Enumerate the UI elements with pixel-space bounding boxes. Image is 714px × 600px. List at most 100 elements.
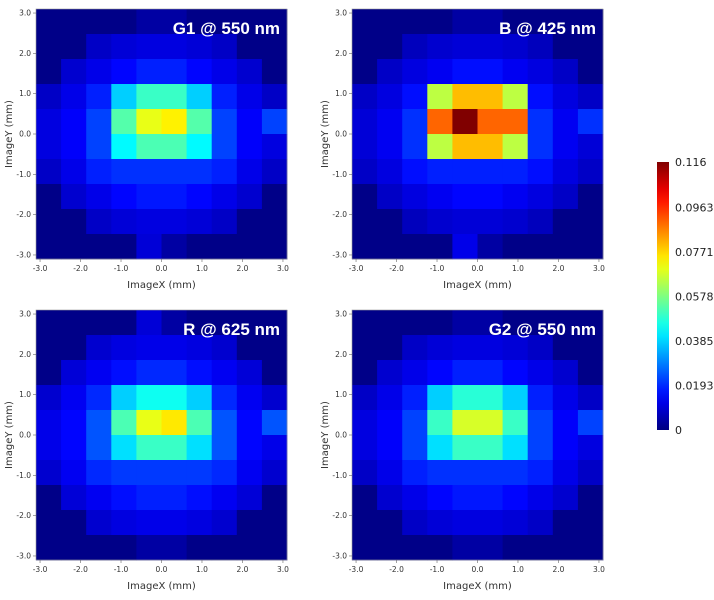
heatmap-cell bbox=[111, 360, 137, 386]
heatmap-cell bbox=[61, 385, 87, 411]
heatmap-cell bbox=[477, 460, 503, 486]
heatmap-cell bbox=[36, 310, 62, 336]
heatmap-cell bbox=[161, 510, 187, 536]
heatmap-cell bbox=[502, 460, 529, 486]
x-tick-label: -3.0 bbox=[33, 264, 48, 273]
heatmap-cell bbox=[577, 234, 604, 260]
colorbar-tick-label: 0.0771 bbox=[675, 246, 714, 259]
heatmap-cell bbox=[36, 209, 62, 235]
heatmap-cell bbox=[577, 485, 604, 511]
heatmap-cell bbox=[111, 134, 137, 160]
heatmap-cell bbox=[427, 385, 453, 411]
heatmap-cell bbox=[261, 360, 288, 386]
y-tick-label: -3.0 bbox=[16, 551, 31, 560]
heatmap-cell bbox=[86, 234, 112, 260]
heatmap-cell bbox=[452, 59, 478, 85]
heatmap-cell bbox=[86, 510, 112, 536]
heatmap-cell bbox=[111, 109, 137, 135]
heatmap-cell bbox=[211, 310, 238, 336]
heatmap-cell bbox=[161, 159, 187, 185]
heatmap-cell bbox=[477, 435, 503, 461]
heatmap-cell bbox=[552, 510, 579, 536]
heatmap-cell bbox=[61, 410, 87, 436]
heatmap-cell bbox=[261, 410, 288, 436]
heatmap-cell bbox=[161, 84, 187, 110]
x-tick-label: -3.0 bbox=[349, 264, 364, 273]
heatmap-cell bbox=[36, 184, 62, 210]
heatmap-cell bbox=[86, 535, 112, 561]
heatmap-cell bbox=[211, 385, 238, 411]
heatmap-cell bbox=[402, 510, 428, 536]
heatmap-cell bbox=[377, 485, 403, 511]
heatmap-cell bbox=[377, 134, 403, 160]
heatmap-cell bbox=[577, 360, 604, 386]
heatmap-cell bbox=[36, 460, 62, 486]
heatmap-cell bbox=[452, 310, 478, 336]
y-tick-label: -1.0 bbox=[16, 471, 31, 480]
heatmap-cell bbox=[211, 9, 238, 35]
heatmap-cell bbox=[136, 34, 162, 60]
heatmap-cell bbox=[236, 335, 263, 361]
heatmap-cell bbox=[236, 209, 263, 235]
heatmap-cell bbox=[236, 134, 263, 160]
y-tick-label: 3.0 bbox=[335, 9, 347, 18]
heatmap-cell bbox=[477, 535, 503, 561]
y-tick-label: -1.0 bbox=[16, 170, 31, 179]
heatmap-cell bbox=[402, 360, 428, 386]
heatmap-cell bbox=[352, 184, 378, 210]
heatmap-cell bbox=[86, 159, 112, 185]
heatmap-cell bbox=[377, 410, 403, 436]
heatmap-cell bbox=[452, 109, 478, 135]
heatmap-cell bbox=[527, 159, 554, 185]
heatmap-cell bbox=[577, 134, 604, 160]
y-tick-label: 1.0 bbox=[335, 89, 347, 98]
heatmap-cell bbox=[211, 335, 238, 361]
colorbar-tick-label: 0.0193 bbox=[675, 379, 714, 392]
heatmap-cell bbox=[577, 310, 604, 336]
heatmap-cell bbox=[261, 460, 288, 486]
heatmap-cell bbox=[552, 410, 579, 436]
heatmap-cell bbox=[36, 435, 62, 461]
x-tick-label: -3.0 bbox=[349, 565, 364, 574]
heatmap-cell bbox=[402, 9, 428, 35]
y-tick-label: 3.0 bbox=[335, 310, 347, 319]
heatmap-cell bbox=[161, 109, 187, 135]
heatmap-cell bbox=[186, 209, 213, 235]
heatmap-cell bbox=[186, 385, 213, 411]
heatmap-cell bbox=[236, 460, 263, 486]
heatmap-cell bbox=[477, 410, 503, 436]
heatmap-cell bbox=[377, 59, 403, 85]
heatmap-cell bbox=[211, 59, 238, 85]
heatmap-cell bbox=[161, 460, 187, 486]
heatmap-cell bbox=[477, 310, 503, 336]
heatmap-cell bbox=[377, 535, 403, 561]
heatmap-cell bbox=[86, 109, 112, 135]
heatmap-cell bbox=[577, 184, 604, 210]
x-tick-label: -2.0 bbox=[73, 264, 88, 273]
heatmap-cell bbox=[377, 435, 403, 461]
colorbar-tick-label: 0.0963 bbox=[675, 202, 714, 215]
heatmap-cell bbox=[402, 485, 428, 511]
x-tick-label: -2.0 bbox=[389, 264, 404, 273]
y-tick-label: -2.0 bbox=[332, 210, 347, 219]
heatmap-cell bbox=[186, 84, 213, 110]
heatmap-cell bbox=[452, 34, 478, 60]
heatmap-cell bbox=[36, 59, 62, 85]
y-axis-label: ImageY (mm) bbox=[320, 100, 331, 168]
heatmap-cell bbox=[452, 485, 478, 511]
heatmap-cell bbox=[211, 410, 238, 436]
heatmap-cell bbox=[236, 385, 263, 411]
heatmap-cell bbox=[161, 535, 187, 561]
x-tick-label: 1.0 bbox=[512, 264, 524, 273]
heatmap-cell bbox=[402, 159, 428, 185]
heatmap-cell bbox=[186, 109, 213, 135]
heatmap-cell bbox=[161, 134, 187, 160]
heatmap-cell bbox=[377, 460, 403, 486]
heatmap-cell bbox=[452, 335, 478, 361]
y-tick-label: -3.0 bbox=[332, 250, 347, 259]
y-tick-label: -2.0 bbox=[332, 511, 347, 520]
heatmap-cell bbox=[36, 335, 62, 361]
heatmap-cell bbox=[552, 84, 579, 110]
heatmap-cell bbox=[111, 385, 137, 411]
x-tick-label: 0.0 bbox=[156, 264, 168, 273]
